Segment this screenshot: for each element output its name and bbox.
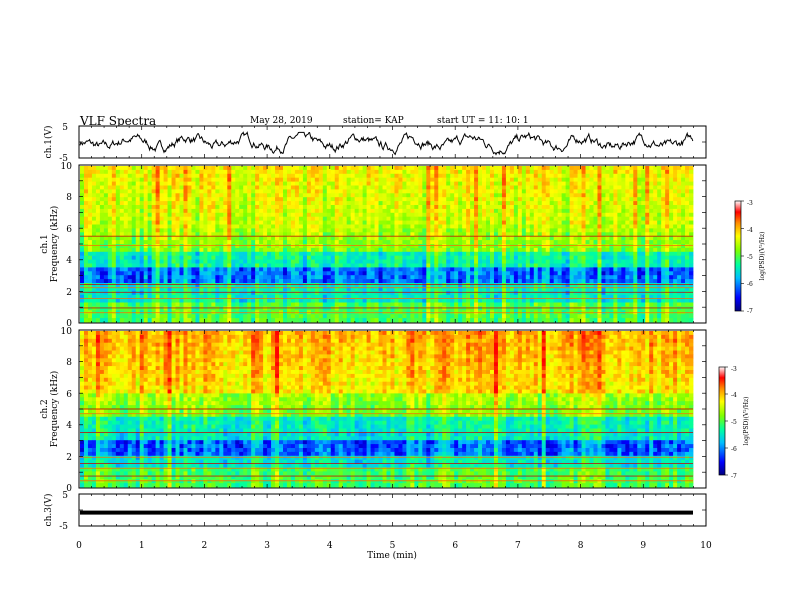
ch2-freq-tick-10: 10 xyxy=(61,327,73,337)
time-tick-4: 4 xyxy=(327,541,333,551)
ch2-spectrogram-panel: 0 2 4 6 8 10 ch.2 Frequency (kHz) xyxy=(40,327,707,494)
ch1-spectrogram-image xyxy=(80,166,694,323)
cb2-tick-3: -3 xyxy=(731,366,737,373)
ch3-waveform-ticks xyxy=(78,494,707,526)
ch2-freq-tick-0: 0 xyxy=(66,484,72,494)
station-label: station= KAP xyxy=(343,116,404,126)
time-tick-0: 0 xyxy=(76,541,82,551)
ch1-freq-tick-10: 10 xyxy=(61,162,73,172)
ch1-colorbar: -3 -4 -5 -6 -7 log(PSD)(V²/Hz) xyxy=(734,200,766,315)
ch1-waveform-line xyxy=(79,131,694,156)
time-axis-label: Time (min) xyxy=(367,550,417,561)
ch2-spec-ylabel-channel: ch.2 xyxy=(40,399,50,418)
ch3-waveform-line xyxy=(80,510,693,515)
ch1-ytick-top: 5 xyxy=(62,123,68,133)
time-tick-1: 1 xyxy=(139,541,145,551)
ch2-freq-tick-8: 8 xyxy=(66,358,72,368)
time-tick-8: 8 xyxy=(578,541,584,551)
cb2-tick-6: -6 xyxy=(731,446,737,453)
start-time-label: start UT = 11: 10: 1 xyxy=(437,116,529,126)
cb2-label: log(PSD)(V²/Hz) xyxy=(743,397,750,446)
ch1-spec-ylabel-frequency: Frequency (kHz) xyxy=(49,206,60,283)
time-tick-7: 7 xyxy=(515,541,521,551)
ch1-freq-tick-0: 0 xyxy=(66,319,72,329)
ch1-ylabel: ch.1(V) xyxy=(43,126,54,159)
ch1-spectrogram-panel: 0 2 4 6 8 10 ch.1 Frequency (kHz) xyxy=(40,162,707,329)
ch2-spectrogram-ticks xyxy=(78,329,707,489)
ch3-ytick-top: 5 xyxy=(62,491,68,501)
ch1-waveform-ticks xyxy=(78,126,707,158)
ch1-waveform-panel: 5 -5 ch.1(V) xyxy=(43,123,707,164)
time-tick-10: 10 xyxy=(700,541,712,551)
ch1-spectrogram-ticks xyxy=(78,164,707,324)
cb1-tick-3: -3 xyxy=(747,200,753,207)
time-axis-tick-labels: 0 1 2 3 4 5 6 7 8 9 10 xyxy=(76,541,712,551)
ch3-ylabel: ch.3(V) xyxy=(43,494,54,527)
time-tick-6: 6 xyxy=(452,541,458,551)
chart-title: VLF Spectra xyxy=(80,114,157,128)
ch1-freq-tick-2: 2 xyxy=(66,288,72,298)
cb2-tick-4: -4 xyxy=(731,392,737,399)
cb2-tick-7: -7 xyxy=(731,473,737,480)
cb1-tick-4: -4 xyxy=(747,227,753,234)
ch2-freq-tick-2: 2 xyxy=(66,453,72,463)
ch1-spec-ylabel-channel: ch.1 xyxy=(40,234,50,253)
ch3-waveform-panel: 5 -5 ch.3(V) xyxy=(43,491,707,532)
cb1-tick-7: -7 xyxy=(747,308,753,315)
ch2-colorbar: -3 -4 -5 -6 -7 log(PSD)(V²/Hz) xyxy=(718,366,750,480)
ch1-freq-tick-6: 6 xyxy=(66,225,72,235)
time-tick-9: 9 xyxy=(640,541,646,551)
ch2-spec-ylabel-frequency: Frequency (kHz) xyxy=(49,371,60,448)
ch1-freq-tick-8: 8 xyxy=(66,193,72,203)
cb1-label: log(PSD)(V²/Hz) xyxy=(759,232,766,281)
ch2-spectrogram-image xyxy=(80,331,694,488)
cb1-tick-6: -6 xyxy=(747,281,753,288)
ch1-freq-tick-4: 4 xyxy=(66,256,72,266)
cb2-tick-5: -5 xyxy=(731,419,737,426)
time-tick-3: 3 xyxy=(264,541,270,551)
ch3-ytick-bottom: -5 xyxy=(59,522,68,532)
time-tick-2: 2 xyxy=(202,541,208,551)
ch2-freq-tick-4: 4 xyxy=(66,421,72,431)
ch2-freq-tick-6: 6 xyxy=(66,390,72,400)
date-label: May 28, 2019 xyxy=(250,116,313,126)
ch1-ytick-bottom: -5 xyxy=(59,154,68,164)
time-tick-5: 5 xyxy=(390,541,396,551)
cb1-tick-5: -5 xyxy=(747,254,753,261)
